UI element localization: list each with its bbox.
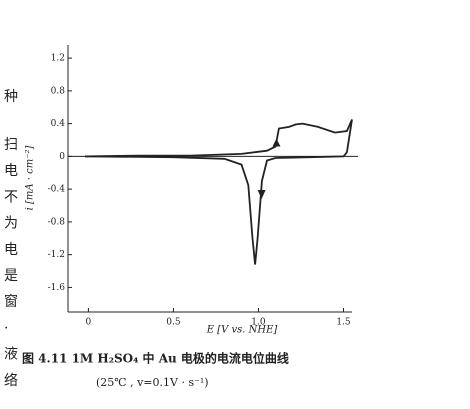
side-text: 种 [4,89,18,105]
side-text: 液 [4,347,18,363]
x-tick-label: 1.0 [251,318,266,328]
x-axis-label: E [V vs. NHE] [206,325,278,336]
y-tick-label: -1.6 [48,283,66,293]
caption-note: (25℃ , v=0.1V · s⁻¹) [96,376,209,389]
side-text: 为 [4,216,18,232]
caption: 图 4.11 1M H₂SO₄ 中 Au 电极的电流电位曲线 [22,351,289,366]
y-tick-label: 1.2 [51,54,65,64]
side-text: 窗 [4,293,18,310]
y-tick-label: -1.2 [48,250,65,260]
side-text: 络 [4,373,18,389]
side-text: · [4,320,8,336]
side-text: 电 [4,163,18,179]
side-text: 不 [4,189,18,205]
arrow [272,138,281,147]
cv-curve [84,119,353,158]
x-tick-label: 0.5 [166,318,181,328]
x-tick-label: 1.5 [336,318,351,328]
side-text: 扫 [4,137,18,153]
y-tick-label: 0 [59,152,65,162]
y-tick-label: -0.8 [48,217,66,227]
side-text: 是 [4,268,18,284]
y-tick-label: 0.8 [51,86,66,96]
y-tick-label: -0.4 [48,185,66,195]
y-tick-label: 0.4 [51,119,66,129]
x-tick-label: 0 [86,318,92,328]
side-text: 电 [4,242,18,258]
arrow [257,189,266,199]
y-axis-label: i [mA · cm⁻²] [25,146,36,211]
cv-curve [84,119,353,265]
